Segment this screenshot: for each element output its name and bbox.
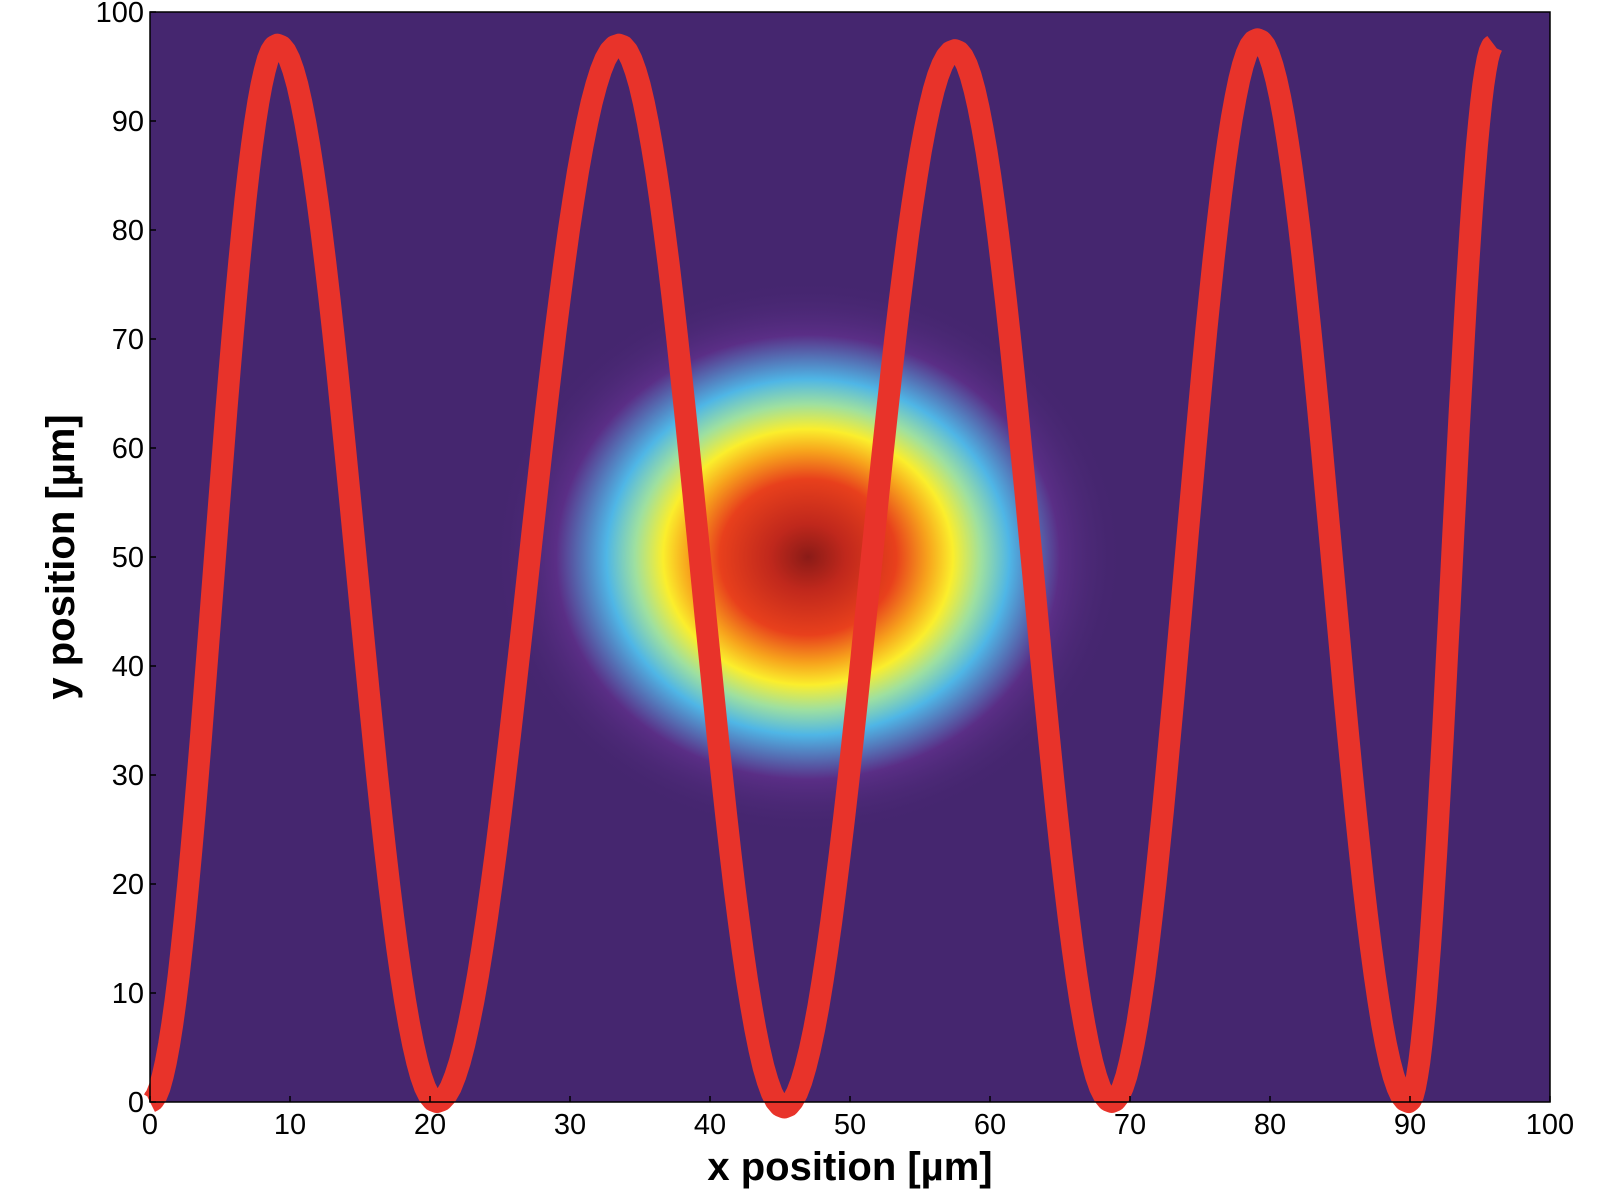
y-tick-label: 80	[112, 215, 144, 247]
y-tick-label: 60	[112, 433, 144, 465]
y-tick-label: 100	[96, 0, 144, 29]
x-tick-label: 0	[142, 1109, 158, 1141]
x-tick-label: 40	[694, 1109, 726, 1141]
x-tick-label: 50	[834, 1109, 866, 1141]
x-tick-label: 20	[414, 1109, 446, 1141]
heatmap-layer	[493, 279, 1123, 835]
y-axis-ticks: 0 10 20 30 40 50 60 70 80 90 100	[96, 0, 156, 1119]
scan-path-line	[142, 28, 1503, 1119]
y-tick-label: 30	[112, 760, 144, 792]
x-tick-label: 100	[1526, 1109, 1574, 1141]
y-tick-label: 40	[112, 651, 144, 683]
y-tick-label: 0	[128, 1087, 144, 1119]
x-tick-label: 70	[1114, 1109, 1146, 1141]
x-axis-title: x position [µm]	[707, 1145, 992, 1189]
y-tick-label: 70	[112, 324, 144, 356]
y-tick-label: 10	[112, 978, 144, 1010]
x-tick-label: 10	[274, 1109, 306, 1141]
y-tick-label: 90	[112, 106, 144, 138]
x-tick-label: 60	[974, 1109, 1006, 1141]
x-tick-label: 90	[1394, 1109, 1426, 1141]
y-axis-title: y position [µm]	[39, 414, 83, 699]
intensity-spot	[493, 279, 1123, 835]
x-axis-ticks: 0 10 20 30 40 50 60 70 80 90 100	[142, 1096, 1574, 1141]
y-tick-label: 50	[112, 542, 144, 574]
x-tick-label: 80	[1254, 1109, 1286, 1141]
y-tick-label: 20	[112, 869, 144, 901]
x-tick-label: 30	[554, 1109, 586, 1141]
